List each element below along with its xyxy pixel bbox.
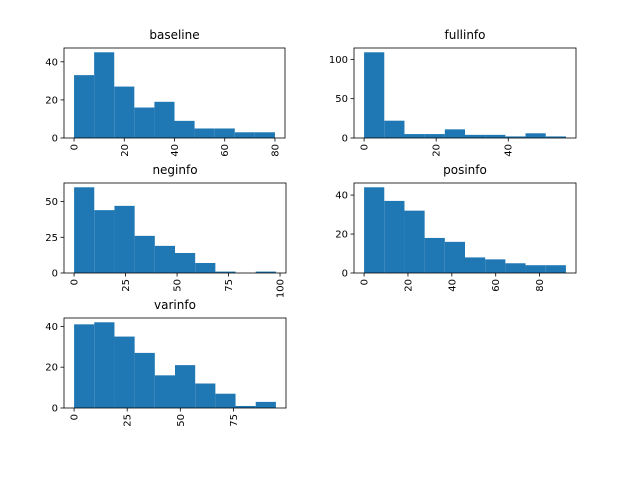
bar [525, 133, 546, 138]
y-tick-label: 0 [52, 404, 58, 415]
y-tick-label: 25 [45, 233, 58, 244]
subplot-title: posinfo [443, 163, 487, 177]
bar [94, 210, 115, 273]
axes-frame [63, 182, 287, 274]
x-tick-label: 50 [176, 414, 187, 427]
bar [545, 136, 566, 138]
bar [175, 253, 196, 273]
y-tick-label: 0 [52, 134, 58, 145]
x-tick-label: 0 [360, 144, 371, 150]
y-tick-label: 20 [45, 363, 58, 374]
bar [364, 52, 385, 138]
bar [525, 265, 546, 273]
bar [254, 132, 275, 138]
bar [424, 237, 445, 273]
bar [255, 271, 276, 273]
subplot-title: varinfo [154, 298, 196, 312]
bar [74, 324, 95, 408]
bar [215, 393, 236, 408]
x-tick-label: 40 [447, 279, 458, 292]
y-tick-label: 0 [342, 269, 348, 280]
subplot-title: fullinfo [444, 28, 485, 42]
bar [154, 245, 175, 273]
x-tick-label: 100 [276, 279, 287, 298]
x-tick-label: 20 [120, 144, 131, 157]
bar [114, 336, 135, 408]
y-tick-label: 50 [45, 197, 58, 208]
x-tick-label: 25 [121, 279, 132, 292]
y-tick-label: 0 [342, 134, 348, 145]
bar [134, 107, 155, 138]
bar [545, 265, 566, 273]
x-tick-label: 0 [70, 279, 81, 285]
axes-frame [353, 182, 577, 274]
bar [485, 259, 506, 273]
x-tick-label: 40 [504, 144, 515, 157]
bar [154, 101, 175, 138]
bar [175, 365, 196, 408]
bar [154, 375, 175, 408]
bar [424, 134, 445, 138]
bar [404, 210, 425, 273]
bar [74, 187, 95, 273]
y-tick-label: 50 [335, 94, 348, 105]
bar [215, 271, 236, 273]
x-tick-label: 20 [403, 279, 414, 292]
bar [94, 322, 115, 408]
x-tick-label: 20 [432, 144, 443, 157]
bar [195, 383, 216, 408]
bar [195, 263, 216, 273]
x-tick-label: 50 [173, 279, 184, 292]
y-tick-label: 20 [45, 95, 58, 106]
bar [384, 200, 405, 273]
y-tick-label: 40 [45, 57, 58, 68]
bar [404, 134, 425, 138]
bar [364, 187, 385, 273]
bar [194, 128, 215, 138]
bar [134, 352, 155, 408]
bar [465, 134, 486, 138]
x-tick-label: 0 [70, 414, 81, 420]
x-tick-label: 80 [270, 144, 281, 157]
bar [485, 134, 506, 138]
x-tick-label: 60 [220, 144, 231, 157]
bar [174, 120, 195, 138]
y-tick-label: 20 [335, 230, 348, 241]
subplot-title: neginfo [152, 163, 197, 177]
bar [444, 241, 465, 273]
bar [94, 52, 115, 138]
x-tick-label: 60 [491, 279, 502, 292]
axes-frame [353, 47, 577, 139]
x-tick-label: 75 [229, 414, 240, 427]
x-tick-label: 40 [170, 144, 181, 157]
bar [114, 86, 135, 138]
subplot-title: baseline [149, 28, 199, 42]
x-tick-label: 80 [535, 279, 546, 292]
axes-frame [63, 317, 287, 409]
bar [505, 263, 526, 273]
x-tick-label: 75 [224, 279, 235, 292]
bar [234, 132, 255, 138]
x-tick-label: 0 [70, 144, 81, 150]
bar [235, 405, 256, 408]
x-tick-label: 25 [123, 414, 134, 427]
bar [505, 136, 526, 138]
bar [444, 129, 465, 138]
bar [74, 75, 95, 138]
bar [255, 401, 276, 408]
bar [465, 257, 486, 273]
y-tick-label: 40 [45, 322, 58, 333]
bar [114, 205, 135, 273]
bar [214, 128, 235, 138]
y-tick-label: 40 [335, 191, 348, 202]
x-tick-label: 0 [360, 279, 371, 285]
bar [134, 235, 155, 273]
y-tick-label: 100 [329, 55, 348, 66]
bar [384, 120, 405, 138]
y-tick-label: 0 [52, 269, 58, 280]
